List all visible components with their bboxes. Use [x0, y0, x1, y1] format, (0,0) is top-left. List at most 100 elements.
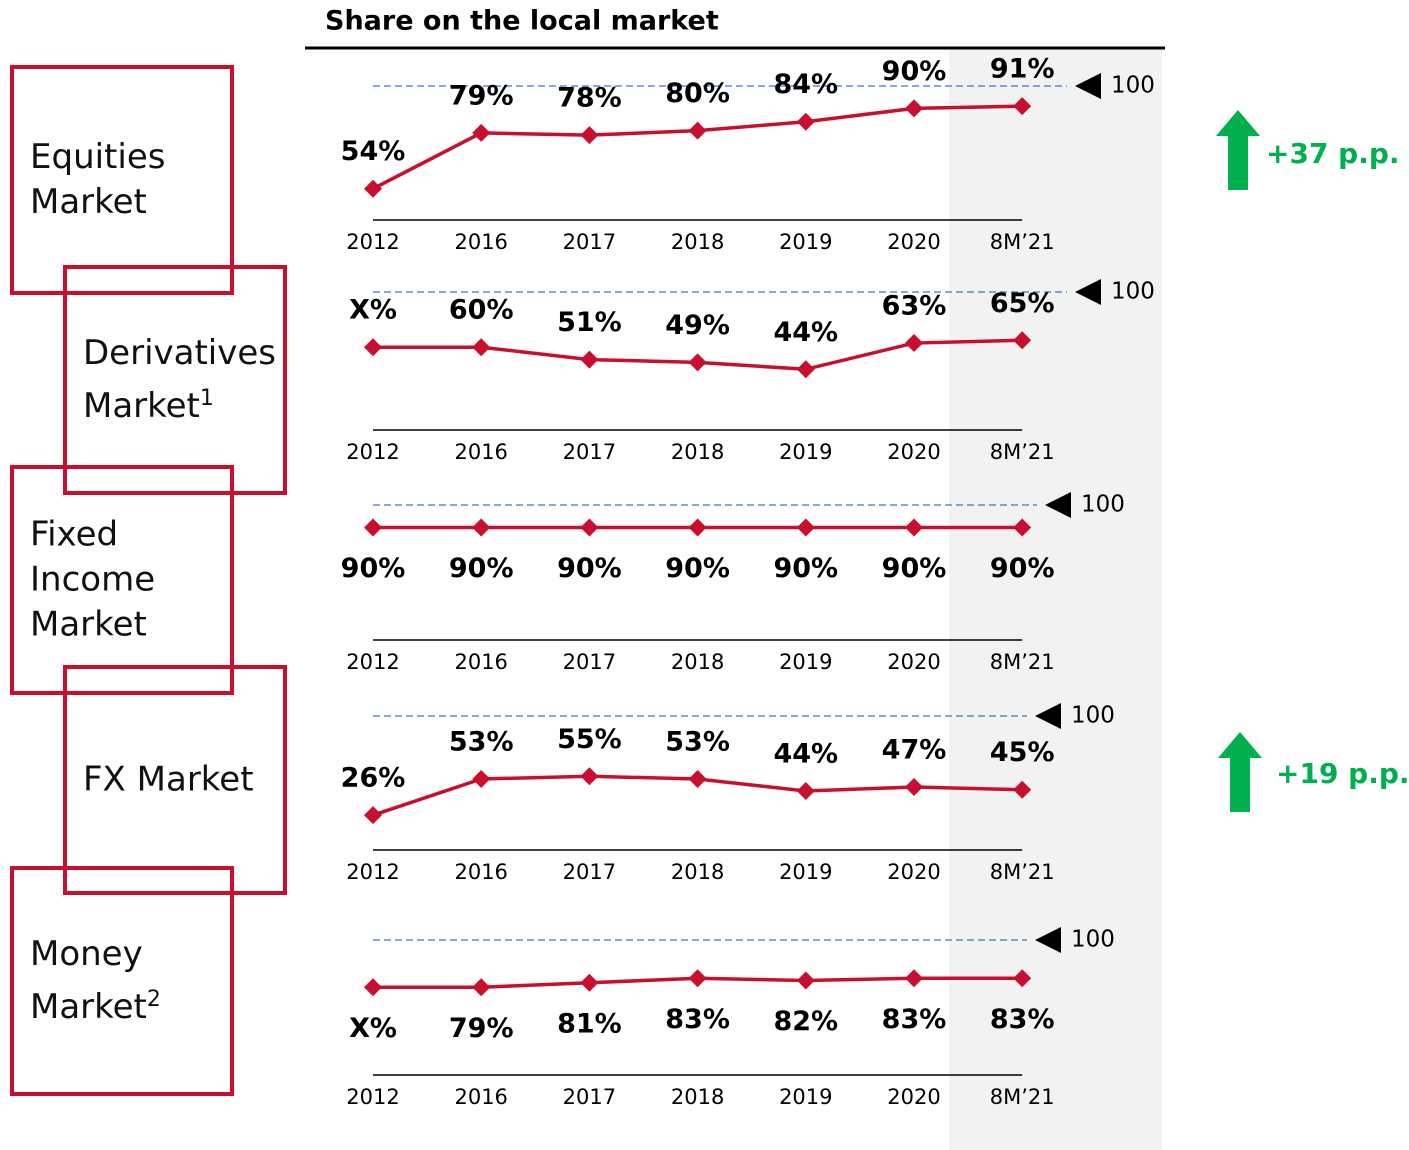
- x-tick-label: 2018: [671, 650, 724, 674]
- data-label: 47%: [882, 735, 947, 766]
- x-tick-label: 2018: [671, 440, 724, 464]
- data-label: 90%: [665, 553, 730, 584]
- x-tick-label: 2019: [779, 860, 832, 884]
- data-label: 60%: [449, 295, 514, 326]
- x-tick-label: 8M’21: [990, 230, 1055, 254]
- reference-label: 100: [1071, 927, 1115, 953]
- x-tick-label: 2017: [563, 650, 616, 674]
- x-tick-label: 2020: [887, 650, 940, 674]
- data-point: [688, 121, 707, 140]
- data-point: [796, 782, 815, 801]
- category-box: [10, 866, 234, 1096]
- x-tick-label: 2017: [563, 440, 616, 464]
- x-tick-label: 2012: [346, 230, 399, 254]
- data-label: 81%: [557, 1008, 622, 1039]
- category-box: [10, 65, 234, 295]
- category-label: FX Market: [83, 758, 283, 803]
- x-tick-label: 2017: [563, 230, 616, 254]
- data-label: 82%: [773, 1006, 838, 1037]
- data-label: 79%: [449, 80, 514, 111]
- data-label: 90%: [990, 553, 1055, 584]
- highlight-column: [949, 48, 1162, 1150]
- data-point: [364, 338, 382, 357]
- data-point: [472, 123, 491, 142]
- annotation: +37 p.p.: [1266, 137, 1400, 170]
- reference-label: 100: [1111, 279, 1155, 305]
- category-label: Equities Market: [30, 135, 200, 225]
- category-title: Money Market: [30, 933, 147, 1028]
- reference-marker: [1035, 927, 1061, 953]
- reference-marker: [1075, 279, 1101, 305]
- category-label: Fixed Income Market: [30, 513, 180, 648]
- data-label: 49%: [665, 310, 730, 341]
- data-point: [905, 99, 923, 118]
- data-label: 53%: [665, 726, 730, 757]
- category-box: [63, 665, 287, 895]
- data-label: 63%: [882, 291, 947, 322]
- data-label: 90%: [557, 553, 622, 584]
- data-label: 83%: [665, 1004, 730, 1035]
- x-tick-label: 2016: [454, 650, 507, 674]
- data-label: X%: [349, 295, 397, 326]
- reference-label: 100: [1111, 73, 1155, 99]
- x-tick-label: 8M’21: [990, 860, 1055, 884]
- data-label: 55%: [557, 724, 622, 755]
- data-label: 26%: [341, 763, 406, 794]
- data-label: 45%: [990, 737, 1055, 768]
- data-label: 90%: [773, 553, 838, 584]
- x-tick-label: 2017: [563, 860, 616, 884]
- x-tick-label: 8M’21: [990, 650, 1055, 674]
- data-label: 83%: [882, 1004, 947, 1035]
- x-tick-label: 2020: [887, 1085, 940, 1109]
- data-label: 80%: [665, 78, 730, 109]
- data-label: X%: [349, 1013, 397, 1044]
- data-point: [905, 778, 923, 797]
- trend-arrow: [1216, 110, 1260, 190]
- x-tick-label: 2020: [887, 860, 940, 884]
- data-point: [1013, 969, 1032, 988]
- data-point: [796, 112, 815, 131]
- annotation: +19 p.p.: [1276, 757, 1409, 790]
- data-point: [905, 334, 923, 353]
- category-box: [63, 265, 287, 495]
- x-tick-label: 2019: [779, 1085, 832, 1109]
- x-tick-label: 2018: [671, 230, 724, 254]
- x-tick-label: 2020: [887, 440, 940, 464]
- data-label: 91%: [990, 54, 1055, 85]
- category-title: Fixed Income Market: [30, 514, 156, 645]
- data-point: [796, 971, 815, 990]
- category-box: [10, 465, 234, 695]
- reference-marker: [1035, 703, 1061, 729]
- data-point: [580, 126, 599, 145]
- data-point: [472, 978, 491, 997]
- data-label: 44%: [773, 317, 838, 348]
- data-point: [1013, 780, 1032, 799]
- data-label: 90%: [449, 553, 514, 584]
- category-title: FX Market: [83, 759, 254, 800]
- x-tick-label: 2019: [779, 440, 832, 464]
- data-point: [688, 353, 707, 372]
- data-label: 54%: [341, 136, 406, 167]
- x-tick-label: 2017: [563, 1085, 616, 1109]
- reference-label: 100: [1081, 492, 1125, 518]
- data-point: [905, 969, 923, 988]
- data-label: 90%: [341, 553, 406, 584]
- x-tick-label: 2016: [454, 1085, 507, 1109]
- category-title: Equities Market: [30, 137, 166, 222]
- x-tick-label: 2012: [346, 1085, 399, 1109]
- data-point: [688, 769, 707, 788]
- data-label: 84%: [773, 69, 838, 100]
- footnote-mark: 1: [199, 385, 214, 411]
- data-point: [472, 338, 491, 357]
- data-point: [364, 518, 382, 537]
- x-tick-label: 2018: [671, 860, 724, 884]
- data-label: 79%: [449, 1013, 514, 1044]
- data-point: [472, 518, 491, 537]
- data-point: [905, 518, 923, 537]
- data-point: [688, 969, 707, 988]
- x-tick-label: 2019: [779, 230, 832, 254]
- data-label: 51%: [557, 307, 622, 338]
- data-label: 78%: [557, 83, 622, 114]
